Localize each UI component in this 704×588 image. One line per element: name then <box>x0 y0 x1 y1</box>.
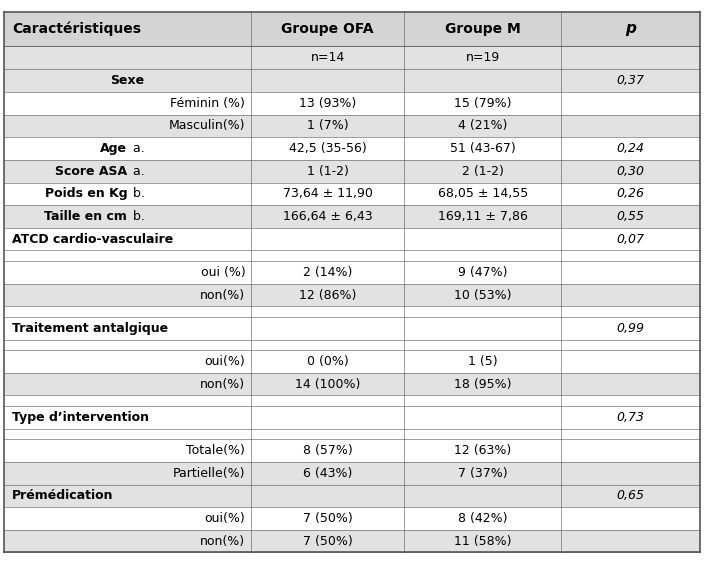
Text: 13 (93%): 13 (93%) <box>299 97 356 110</box>
Text: 15 (79%): 15 (79%) <box>454 97 511 110</box>
Text: 0,30: 0,30 <box>617 165 645 178</box>
Bar <box>4 46 700 69</box>
Text: 0,55: 0,55 <box>617 210 645 223</box>
Text: 18 (95%): 18 (95%) <box>454 377 511 390</box>
Bar <box>4 406 700 429</box>
Text: 7 (50%): 7 (50%) <box>303 512 353 525</box>
Bar <box>4 439 700 462</box>
Bar <box>4 228 700 250</box>
Text: 8 (42%): 8 (42%) <box>458 512 508 525</box>
Bar <box>4 373 700 395</box>
Text: 9 (47%): 9 (47%) <box>458 266 508 279</box>
Bar <box>4 92 700 115</box>
Bar <box>4 339 700 350</box>
Bar <box>4 462 700 485</box>
Text: Type d’intervention: Type d’intervention <box>12 411 149 424</box>
Text: Prémédication: Prémédication <box>12 489 113 502</box>
Text: 73,64 ± 11,90: 73,64 ± 11,90 <box>283 188 372 201</box>
Bar <box>4 250 700 261</box>
Bar <box>4 429 700 439</box>
Bar <box>4 182 700 205</box>
Text: 166,64 ± 6,43: 166,64 ± 6,43 <box>283 210 372 223</box>
Text: 14 (100%): 14 (100%) <box>295 377 360 390</box>
Text: 1 (5): 1 (5) <box>468 355 498 368</box>
Text: 0 (0%): 0 (0%) <box>307 355 348 368</box>
Text: 0,65: 0,65 <box>617 489 645 502</box>
Text: 0,37: 0,37 <box>617 74 645 87</box>
Text: non(%): non(%) <box>200 534 245 547</box>
Bar <box>4 261 700 284</box>
Text: Traitement antalgique: Traitement antalgique <box>12 322 168 335</box>
Text: Partielle(%): Partielle(%) <box>172 467 245 480</box>
Text: 68,05 ± 14,55: 68,05 ± 14,55 <box>438 188 528 201</box>
Text: a.: a. <box>130 142 145 155</box>
Text: non(%): non(%) <box>200 377 245 390</box>
Text: Taille en cm: Taille en cm <box>44 210 127 223</box>
Text: Masculin(%): Masculin(%) <box>169 119 245 132</box>
Text: 0,99: 0,99 <box>617 322 645 335</box>
Text: oui(%): oui(%) <box>205 355 245 368</box>
Text: 1 (7%): 1 (7%) <box>307 119 348 132</box>
Bar <box>4 160 700 182</box>
Text: Score ASA: Score ASA <box>55 165 127 178</box>
Text: 11 (58%): 11 (58%) <box>454 534 511 547</box>
Text: 42,5 (35-56): 42,5 (35-56) <box>289 142 367 155</box>
Text: 0,26: 0,26 <box>617 188 645 201</box>
Bar <box>4 115 700 138</box>
Bar <box>4 284 700 306</box>
Text: 169,11 ± 7,86: 169,11 ± 7,86 <box>438 210 527 223</box>
Text: Poids en Kg: Poids en Kg <box>44 188 127 201</box>
Text: 0,24: 0,24 <box>617 142 645 155</box>
Text: 7 (37%): 7 (37%) <box>458 467 508 480</box>
Text: 0,07: 0,07 <box>617 233 645 246</box>
Bar <box>4 395 700 406</box>
Text: 8 (57%): 8 (57%) <box>303 444 353 457</box>
Text: 1 (1-2): 1 (1-2) <box>307 165 348 178</box>
Text: 6 (43%): 6 (43%) <box>303 467 352 480</box>
Text: p: p <box>625 21 636 36</box>
Text: 12 (63%): 12 (63%) <box>454 444 511 457</box>
Text: oui(%): oui(%) <box>205 512 245 525</box>
Text: ATCD cardio-vasculaire: ATCD cardio-vasculaire <box>12 233 173 246</box>
Bar <box>4 205 700 228</box>
Bar <box>4 485 700 507</box>
Bar <box>4 350 700 373</box>
Text: 10 (53%): 10 (53%) <box>454 289 511 302</box>
Bar <box>4 507 700 530</box>
Text: Caractéristiques: Caractéristiques <box>12 22 141 36</box>
Text: Féminin (%): Féminin (%) <box>170 97 245 110</box>
Bar <box>4 306 700 317</box>
Text: Totale(%): Totale(%) <box>187 444 245 457</box>
Text: Age: Age <box>100 142 127 155</box>
Text: Groupe M: Groupe M <box>445 22 520 36</box>
Bar <box>4 69 700 92</box>
Text: 2 (1-2): 2 (1-2) <box>462 165 503 178</box>
Bar <box>4 138 700 160</box>
Text: 0,73: 0,73 <box>617 411 645 424</box>
Text: non(%): non(%) <box>200 289 245 302</box>
Text: 4 (21%): 4 (21%) <box>458 119 508 132</box>
Text: 7 (50%): 7 (50%) <box>303 534 353 547</box>
Text: n=19: n=19 <box>465 51 500 64</box>
Text: n=14: n=14 <box>310 51 345 64</box>
Text: 12 (86%): 12 (86%) <box>299 289 356 302</box>
Text: 51 (43-67): 51 (43-67) <box>450 142 515 155</box>
Text: Sexe: Sexe <box>110 74 144 87</box>
Text: oui (%): oui (%) <box>201 266 245 279</box>
Text: b.: b. <box>130 210 145 223</box>
Text: a.: a. <box>130 165 145 178</box>
Bar <box>4 317 700 339</box>
Text: Groupe OFA: Groupe OFA <box>282 22 374 36</box>
Bar <box>4 530 700 552</box>
Text: b.: b. <box>130 188 145 201</box>
Bar <box>4 12 700 46</box>
Text: 2 (14%): 2 (14%) <box>303 266 352 279</box>
